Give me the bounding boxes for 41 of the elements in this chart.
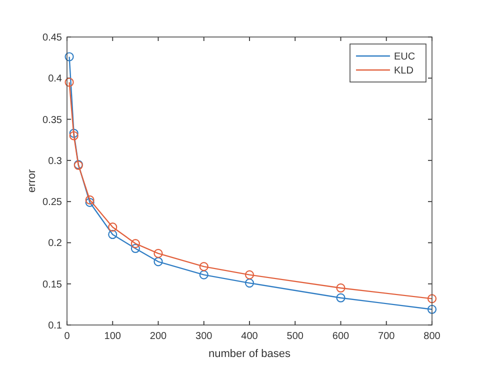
- x-tick-label: 100: [104, 331, 122, 342]
- point: [64, 52, 74, 62]
- point: [336, 293, 346, 302]
- y-tick-label: 0.25: [42, 197, 62, 208]
- point: [130, 244, 140, 254]
- point: [130, 238, 140, 248]
- point: [427, 294, 437, 304]
- point: [199, 262, 208, 272]
- x-tick-label: 0: [64, 331, 70, 342]
- x-tick-label: 200: [150, 331, 168, 342]
- y-tick-label: 0.2: [48, 238, 62, 250]
- point: [427, 304, 437, 314]
- point: [199, 270, 208, 280]
- x-tick-label: 500: [286, 331, 304, 342]
- point: [69, 128, 78, 138]
- y-tick-label: 0.35: [42, 114, 62, 126]
- point: [108, 222, 118, 232]
- point: [244, 270, 254, 280]
- point: [244, 278, 254, 288]
- y-axis-title: error: [26, 169, 38, 193]
- y-tick-label: 0.45: [42, 32, 62, 44]
- x-tick-label: 700: [378, 331, 396, 342]
- point: [85, 198, 94, 207]
- x-tick-label: 400: [241, 331, 258, 342]
- x-axis-title: number of bases: [208, 348, 291, 360]
- legend-label: KLD: [394, 66, 414, 76]
- y-tick-label: 0.3: [48, 156, 62, 167]
- x-tick-label: 300: [196, 331, 213, 342]
- x-tick-label: 800: [424, 331, 441, 342]
- point: [64, 78, 74, 87]
- point: [85, 195, 94, 204]
- x-tick-label: 600: [332, 331, 350, 342]
- point: [108, 230, 118, 240]
- point: [154, 257, 163, 266]
- y-tick-label: 0.15: [42, 279, 62, 290]
- point: [69, 131, 78, 140]
- y-tick-label: 0.4: [48, 74, 62, 85]
- point: [336, 283, 346, 293]
- legend-label: EUC: [394, 52, 416, 62]
- point: [154, 248, 163, 258]
- y-tick-label: 0.1: [48, 320, 62, 332]
